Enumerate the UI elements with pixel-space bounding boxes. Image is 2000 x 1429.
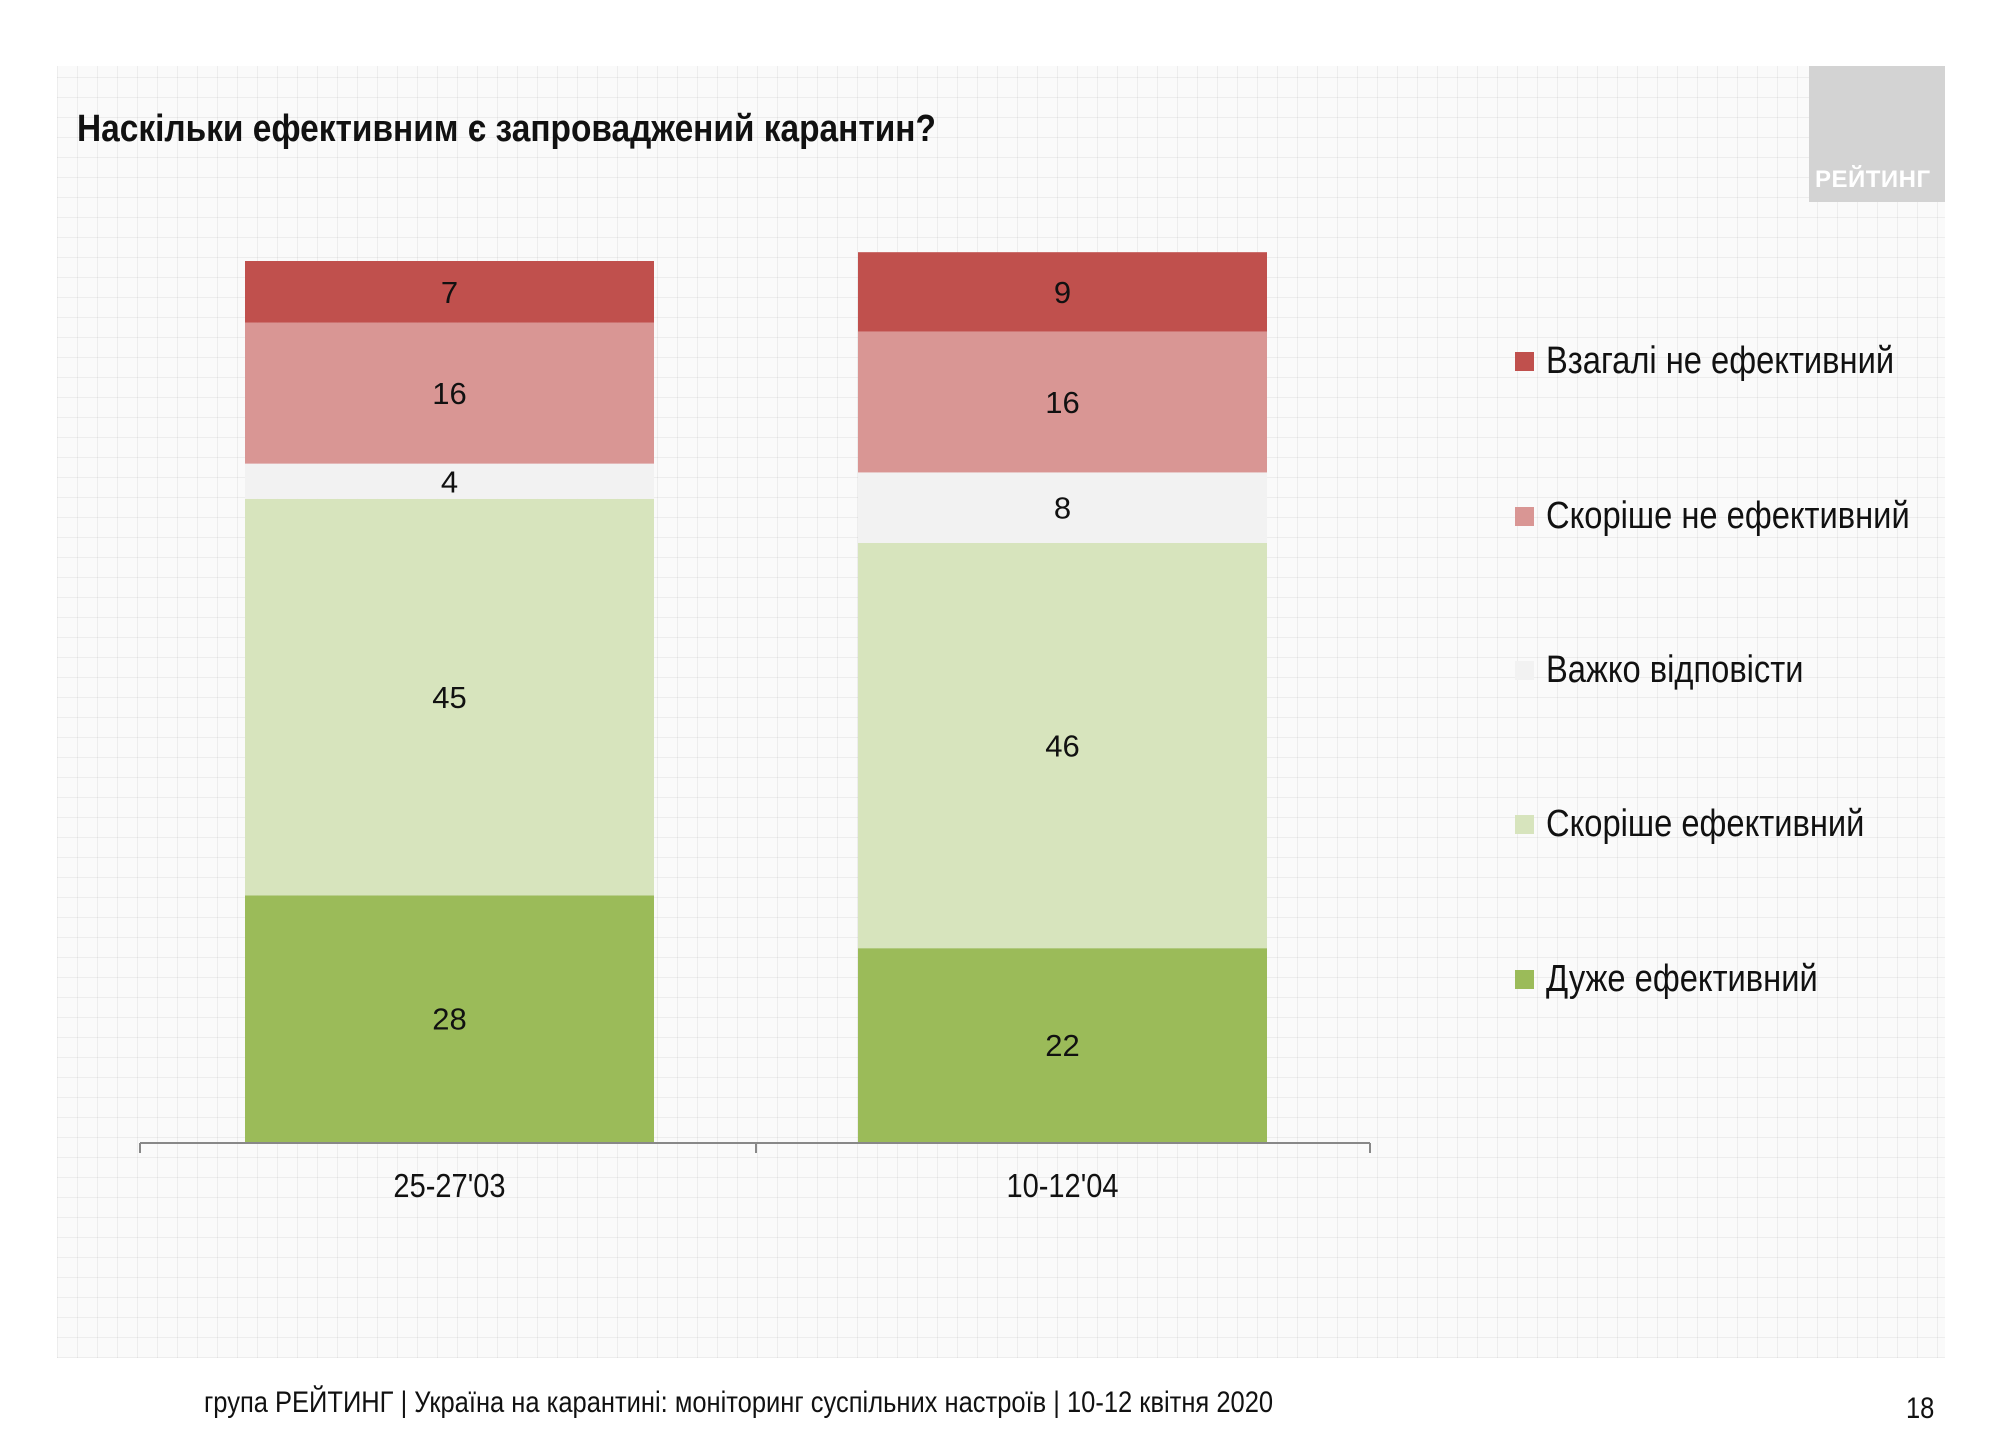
legend-item: Взагалі не ефективний <box>1515 340 1951 383</box>
bar-segment <box>858 542 1267 949</box>
data-label: 16 <box>432 376 466 411</box>
legend-swatch <box>1515 661 1534 680</box>
legend-swatch <box>1515 352 1534 371</box>
legend-item: Скоріше ефективний <box>1515 803 1916 846</box>
legend-label: Важко відповісти <box>1546 649 1804 691</box>
data-label: 46 <box>1045 729 1079 764</box>
data-label: 7 <box>441 275 458 310</box>
bar-segment <box>858 948 1267 1142</box>
data-label: 9 <box>1054 275 1071 310</box>
category-label: 10-12'04 <box>1006 1167 1118 1204</box>
legend-label: Дуже ефективний <box>1546 958 1818 1000</box>
bar-segment <box>245 498 654 896</box>
bar-segment <box>858 331 1267 473</box>
legend-swatch <box>1515 970 1534 989</box>
logo-text: РЕЙТИНГ <box>1815 166 1931 193</box>
legend-item: Важко відповісти <box>1515 649 1845 692</box>
bar-segment <box>858 472 1267 543</box>
bar-segment <box>245 261 654 323</box>
legend-label: Взагалі не ефективний <box>1546 340 1895 382</box>
data-label: 22 <box>1045 1028 1079 1063</box>
legend-label: Скоріше ефективний <box>1546 803 1865 845</box>
data-label: 4 <box>441 464 458 499</box>
page-number: 18 <box>1906 1392 1935 1425</box>
bar-segment <box>245 895 654 1142</box>
bar-segment <box>245 463 654 499</box>
data-label: 45 <box>432 680 466 715</box>
data-label: 16 <box>1045 385 1079 420</box>
reyting-logo: РЕЙТИНГ <box>1809 66 1945 202</box>
data-label: 28 <box>432 1002 466 1037</box>
data-label: 8 <box>1054 491 1071 526</box>
legend-label: Скоріше не ефективний <box>1546 495 1910 537</box>
legend-swatch <box>1515 507 1534 526</box>
legend-swatch <box>1515 815 1534 834</box>
chart-title: Наскільки ефективним є запроваджений кар… <box>77 108 936 150</box>
category-label: 25-27'03 <box>393 1167 505 1204</box>
bar-segment <box>245 322 654 464</box>
legend-item: Дуже ефективний <box>1515 958 1862 1001</box>
footer-text: група РЕЙТИНГ | Україна на карантині: мо… <box>204 1386 1274 1419</box>
legend-item: Скоріше не ефективний <box>1515 495 1969 538</box>
bar-segment <box>858 252 1267 332</box>
